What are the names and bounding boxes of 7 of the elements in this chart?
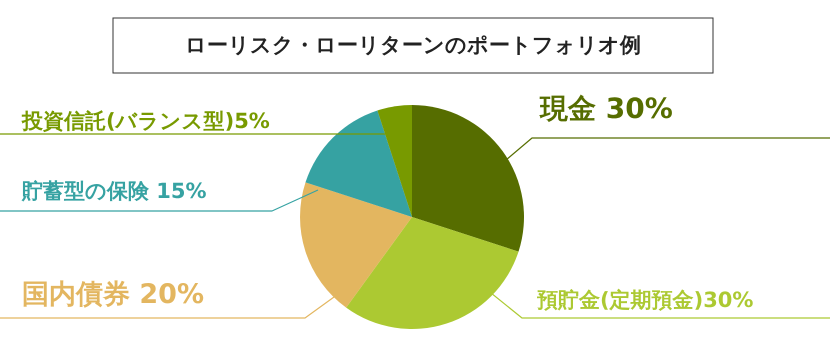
slice-label: 預貯金(定期預金)30%	[536, 288, 754, 312]
pie-slice	[305, 110, 412, 217]
slice-label: 国内債券 20%	[22, 279, 204, 310]
chart-title: ローリスク・ローリターンのポートフォリオ例	[185, 33, 641, 57]
slice-label: 現金 30%	[539, 92, 673, 125]
slice-label: 貯蓄型の保険 15%	[21, 179, 207, 203]
slice-label: 投資信託(バランス型)5%	[21, 109, 270, 133]
